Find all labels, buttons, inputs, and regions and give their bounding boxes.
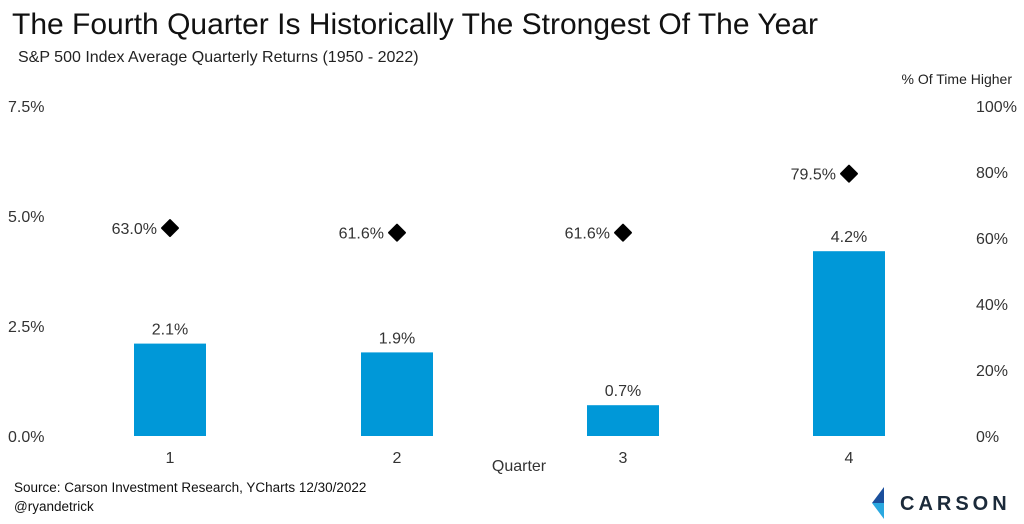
pct-higher-marker-q4 [840, 164, 858, 183]
bar-q1 [134, 343, 206, 436]
bar-q3 [587, 405, 659, 436]
chart-title: The Fourth Quarter Is Historically The S… [12, 8, 818, 41]
right-axis-tick-label: 80% [976, 165, 1008, 182]
right-axis-tick-label: 0% [976, 429, 999, 446]
carson-logo-text: CARSON [900, 493, 1011, 515]
pct-higher-label: 61.6% [565, 226, 610, 243]
right-axis-tick-label: 40% [976, 297, 1008, 314]
x-axis-tick-label: 2 [393, 450, 402, 467]
bar-value-label: 1.9% [379, 330, 415, 347]
x-axis-tick-label: 1 [166, 450, 175, 467]
right-axis-tick-label: 60% [976, 231, 1008, 248]
author-handle: @ryandetrick [14, 499, 94, 514]
bar-value-label: 0.7% [605, 383, 641, 400]
pct-higher-marker-q2 [388, 223, 406, 242]
carson-logo: CARSON [858, 485, 1018, 521]
x-axis-tick-label: 3 [619, 450, 628, 467]
bar-value-label: 4.2% [831, 229, 867, 246]
left-axis-tick-label: 7.5% [8, 99, 44, 116]
pct-higher-label: 63.0% [112, 221, 157, 238]
pct-higher-marker-q1 [161, 219, 179, 238]
right-axis-title: % Of Time Higher [902, 71, 1013, 87]
left-axis-tick-label: 2.5% [8, 319, 44, 336]
left-axis-tick-label: 0.0% [8, 429, 44, 446]
chart-subtitle: S&P 500 Index Average Quarterly Returns … [18, 49, 419, 66]
x-axis-title: Quarter [492, 458, 547, 475]
carson-chevron-icon [872, 487, 884, 519]
pct-higher-label: 79.5% [791, 167, 836, 184]
pct-higher-label: 61.6% [339, 226, 384, 243]
pct-higher-marker-q3 [614, 223, 632, 242]
source-note: Source: Carson Investment Research, YCha… [14, 480, 367, 495]
bar-q4 [813, 251, 885, 436]
bar-q2 [361, 352, 433, 436]
x-axis-tick-label: 4 [845, 450, 854, 467]
right-axis-tick-label: 20% [976, 363, 1008, 380]
left-axis-tick-label: 5.0% [8, 209, 44, 226]
quarterly-returns-chart: 0.0% 2.5% 5.0% 7.5% 0% 20% 40% 60% 80% 100% % Of T… [8, 71, 1017, 475]
right-axis-tick-label: 100% [976, 99, 1017, 116]
bar-value-label: 2.1% [152, 322, 188, 339]
